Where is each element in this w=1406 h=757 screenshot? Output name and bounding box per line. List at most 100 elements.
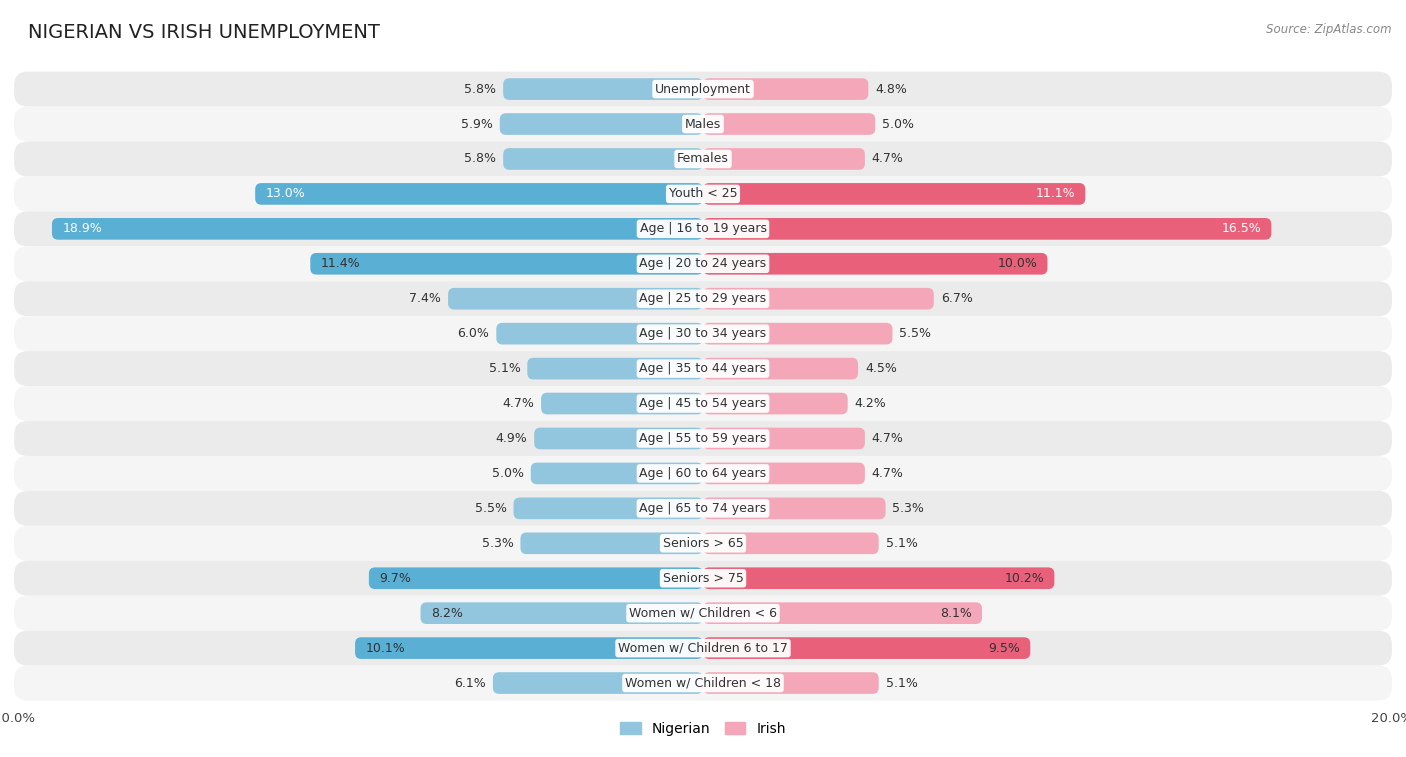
FancyBboxPatch shape bbox=[541, 393, 703, 414]
Text: Age | 60 to 64 years: Age | 60 to 64 years bbox=[640, 467, 766, 480]
Text: Age | 45 to 54 years: Age | 45 to 54 years bbox=[640, 397, 766, 410]
Text: 16.5%: 16.5% bbox=[1222, 223, 1261, 235]
Text: 11.1%: 11.1% bbox=[1035, 188, 1076, 201]
FancyBboxPatch shape bbox=[14, 631, 1392, 665]
Text: Females: Females bbox=[678, 152, 728, 166]
Text: Age | 30 to 34 years: Age | 30 to 34 years bbox=[640, 327, 766, 340]
Text: Women w/ Children < 18: Women w/ Children < 18 bbox=[626, 677, 780, 690]
Text: 6.1%: 6.1% bbox=[454, 677, 486, 690]
FancyBboxPatch shape bbox=[14, 107, 1392, 142]
Text: Seniors > 75: Seniors > 75 bbox=[662, 572, 744, 584]
FancyBboxPatch shape bbox=[52, 218, 703, 240]
FancyBboxPatch shape bbox=[449, 288, 703, 310]
FancyBboxPatch shape bbox=[420, 603, 703, 624]
FancyBboxPatch shape bbox=[703, 568, 1054, 589]
Text: 9.7%: 9.7% bbox=[380, 572, 411, 584]
Text: Age | 25 to 29 years: Age | 25 to 29 years bbox=[640, 292, 766, 305]
FancyBboxPatch shape bbox=[14, 176, 1392, 211]
FancyBboxPatch shape bbox=[14, 72, 1392, 107]
FancyBboxPatch shape bbox=[14, 351, 1392, 386]
Text: 5.0%: 5.0% bbox=[492, 467, 524, 480]
Text: 5.1%: 5.1% bbox=[886, 677, 918, 690]
Text: Males: Males bbox=[685, 117, 721, 130]
FancyBboxPatch shape bbox=[356, 637, 703, 659]
FancyBboxPatch shape bbox=[14, 421, 1392, 456]
FancyBboxPatch shape bbox=[499, 114, 703, 135]
FancyBboxPatch shape bbox=[703, 218, 1271, 240]
FancyBboxPatch shape bbox=[703, 78, 869, 100]
Text: 4.7%: 4.7% bbox=[502, 397, 534, 410]
FancyBboxPatch shape bbox=[14, 282, 1392, 316]
FancyBboxPatch shape bbox=[703, 288, 934, 310]
Text: 4.9%: 4.9% bbox=[495, 432, 527, 445]
Text: 4.7%: 4.7% bbox=[872, 152, 904, 166]
Text: Age | 55 to 59 years: Age | 55 to 59 years bbox=[640, 432, 766, 445]
FancyBboxPatch shape bbox=[703, 532, 879, 554]
Text: Age | 20 to 24 years: Age | 20 to 24 years bbox=[640, 257, 766, 270]
FancyBboxPatch shape bbox=[703, 463, 865, 484]
FancyBboxPatch shape bbox=[703, 497, 886, 519]
FancyBboxPatch shape bbox=[14, 526, 1392, 561]
Text: 5.1%: 5.1% bbox=[886, 537, 918, 550]
FancyBboxPatch shape bbox=[703, 428, 865, 450]
Text: 4.2%: 4.2% bbox=[855, 397, 886, 410]
Text: 5.0%: 5.0% bbox=[882, 117, 914, 130]
Text: Age | 16 to 19 years: Age | 16 to 19 years bbox=[640, 223, 766, 235]
Text: 7.4%: 7.4% bbox=[409, 292, 441, 305]
Text: Youth < 25: Youth < 25 bbox=[669, 188, 737, 201]
Text: 5.8%: 5.8% bbox=[464, 83, 496, 95]
Text: Age | 65 to 74 years: Age | 65 to 74 years bbox=[640, 502, 766, 515]
Text: 5.9%: 5.9% bbox=[461, 117, 494, 130]
Text: 5.5%: 5.5% bbox=[475, 502, 506, 515]
Text: 9.5%: 9.5% bbox=[988, 642, 1019, 655]
FancyBboxPatch shape bbox=[368, 568, 703, 589]
Text: 5.5%: 5.5% bbox=[900, 327, 931, 340]
FancyBboxPatch shape bbox=[14, 386, 1392, 421]
Text: Seniors > 65: Seniors > 65 bbox=[662, 537, 744, 550]
Text: 5.3%: 5.3% bbox=[482, 537, 513, 550]
Text: 13.0%: 13.0% bbox=[266, 188, 305, 201]
Text: 5.8%: 5.8% bbox=[464, 152, 496, 166]
FancyBboxPatch shape bbox=[703, 114, 875, 135]
FancyBboxPatch shape bbox=[14, 665, 1392, 700]
Text: 5.3%: 5.3% bbox=[893, 502, 924, 515]
Text: 8.2%: 8.2% bbox=[430, 606, 463, 620]
FancyBboxPatch shape bbox=[14, 246, 1392, 282]
FancyBboxPatch shape bbox=[703, 672, 879, 694]
Text: 10.2%: 10.2% bbox=[1004, 572, 1045, 584]
Text: 4.5%: 4.5% bbox=[865, 362, 897, 375]
FancyBboxPatch shape bbox=[513, 497, 703, 519]
Text: 6.0%: 6.0% bbox=[457, 327, 489, 340]
FancyBboxPatch shape bbox=[311, 253, 703, 275]
FancyBboxPatch shape bbox=[703, 603, 981, 624]
FancyBboxPatch shape bbox=[520, 532, 703, 554]
Legend: Nigerian, Irish: Nigerian, Irish bbox=[614, 716, 792, 742]
FancyBboxPatch shape bbox=[14, 456, 1392, 491]
FancyBboxPatch shape bbox=[503, 78, 703, 100]
Text: Women w/ Children 6 to 17: Women w/ Children 6 to 17 bbox=[619, 642, 787, 655]
Text: 4.7%: 4.7% bbox=[872, 432, 904, 445]
FancyBboxPatch shape bbox=[703, 393, 848, 414]
FancyBboxPatch shape bbox=[14, 211, 1392, 246]
FancyBboxPatch shape bbox=[703, 253, 1047, 275]
FancyBboxPatch shape bbox=[703, 148, 865, 170]
Text: 5.1%: 5.1% bbox=[488, 362, 520, 375]
FancyBboxPatch shape bbox=[703, 183, 1085, 204]
FancyBboxPatch shape bbox=[531, 463, 703, 484]
FancyBboxPatch shape bbox=[703, 322, 893, 344]
Text: NIGERIAN VS IRISH UNEMPLOYMENT: NIGERIAN VS IRISH UNEMPLOYMENT bbox=[28, 23, 380, 42]
FancyBboxPatch shape bbox=[703, 358, 858, 379]
Text: Unemployment: Unemployment bbox=[655, 83, 751, 95]
FancyBboxPatch shape bbox=[256, 183, 703, 204]
Text: 6.7%: 6.7% bbox=[941, 292, 973, 305]
FancyBboxPatch shape bbox=[14, 142, 1392, 176]
FancyBboxPatch shape bbox=[14, 561, 1392, 596]
Text: 4.8%: 4.8% bbox=[875, 83, 907, 95]
FancyBboxPatch shape bbox=[494, 672, 703, 694]
FancyBboxPatch shape bbox=[503, 148, 703, 170]
FancyBboxPatch shape bbox=[14, 491, 1392, 526]
Text: 10.1%: 10.1% bbox=[366, 642, 405, 655]
FancyBboxPatch shape bbox=[527, 358, 703, 379]
FancyBboxPatch shape bbox=[496, 322, 703, 344]
Text: 4.7%: 4.7% bbox=[872, 467, 904, 480]
